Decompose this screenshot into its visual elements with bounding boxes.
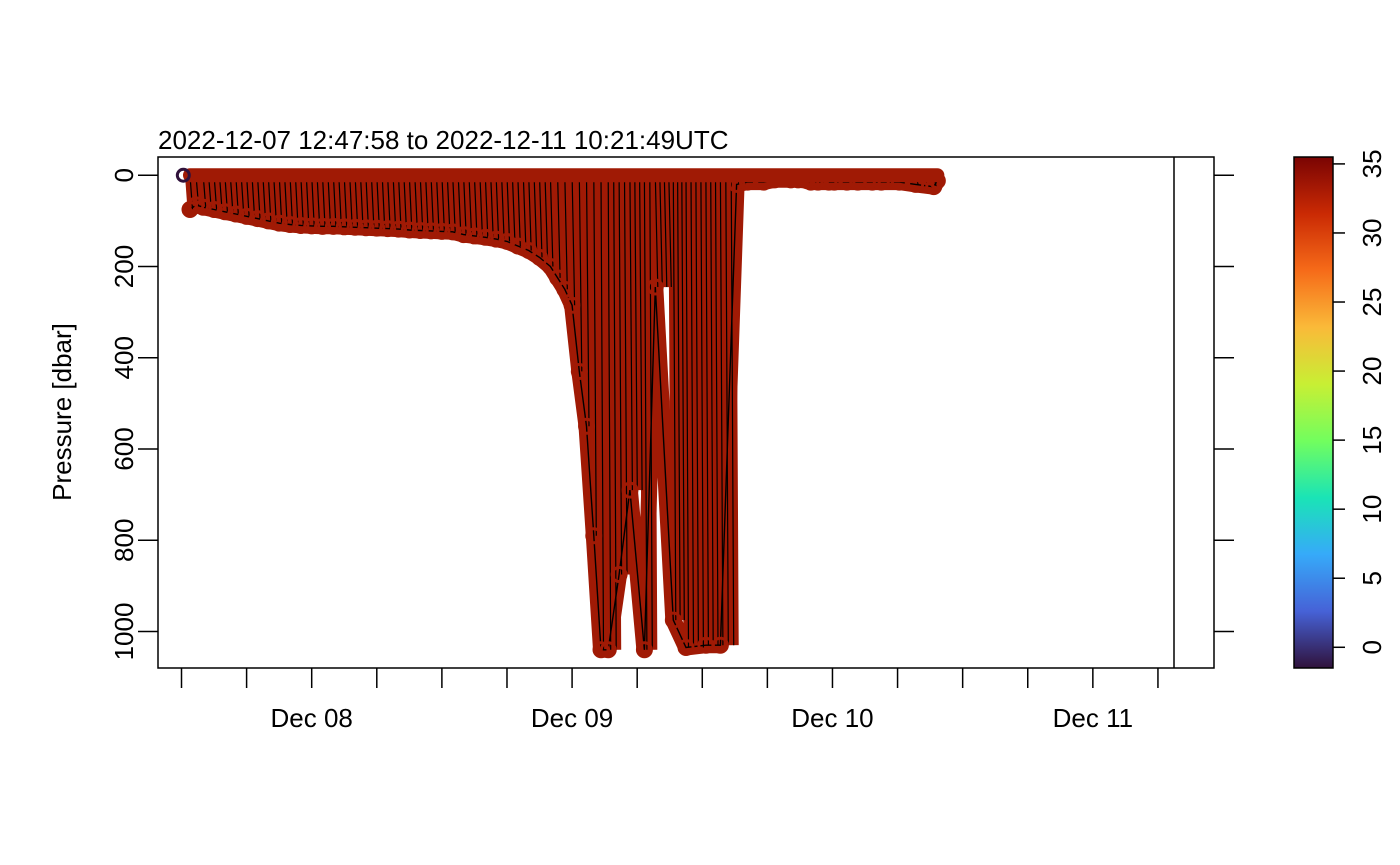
colorbar-tick-label: 0 — [1357, 640, 1387, 654]
data-point — [303, 217, 321, 235]
x-tick-label: Dec 08 — [271, 703, 353, 733]
data-point — [599, 641, 617, 659]
data-point — [585, 527, 603, 545]
y-tick-label: 0 — [109, 168, 139, 182]
data-point — [400, 221, 418, 239]
x-tick-label: Dec 10 — [791, 703, 873, 733]
data-point — [411, 221, 429, 239]
y-tick-label: 200 — [109, 245, 139, 288]
data-point — [563, 296, 581, 314]
data-point — [324, 217, 342, 235]
data-point — [621, 481, 639, 499]
colorbar-tick-label: 5 — [1357, 571, 1387, 585]
data-point — [531, 248, 549, 266]
data-point — [205, 200, 223, 218]
colorbar-tick-label: 30 — [1357, 218, 1387, 247]
y-tick-label: 1000 — [109, 603, 139, 661]
y-tick-label: 600 — [109, 427, 139, 470]
y-axis-label: Pressure [dbar] — [47, 323, 77, 501]
data-point — [379, 220, 397, 238]
data-point — [194, 198, 212, 216]
data-point — [635, 641, 653, 659]
data-point — [677, 638, 695, 656]
y-tick-label: 400 — [109, 336, 139, 379]
colorbar-tick-label: 10 — [1357, 495, 1387, 524]
x-tick-label: Dec 09 — [531, 703, 613, 733]
y-axis: 0 200 400 600 800 1000 — [109, 168, 158, 660]
data-point — [570, 362, 588, 380]
data-point — [610, 565, 628, 583]
x-axis: Dec 08 Dec 09 Dec 10 Dec 11 — [180, 668, 1159, 733]
first-data-point — [175, 167, 191, 183]
y-tick-label: 800 — [109, 519, 139, 562]
data-point — [314, 217, 332, 235]
data-point — [346, 218, 364, 236]
data-point — [227, 205, 245, 223]
y-axis-right — [1214, 174, 1234, 633]
data-point — [259, 212, 277, 230]
data-point — [422, 222, 440, 240]
data-point — [465, 227, 483, 245]
data-point — [238, 207, 256, 225]
data-point — [292, 216, 310, 234]
plot-frame — [157, 156, 1215, 669]
data-point — [476, 228, 494, 246]
data-point — [389, 220, 407, 238]
data-point — [646, 278, 664, 296]
data-layer — [175, 167, 946, 659]
colorbar: 0 5 10 15 20 25 30 35 — [1293, 149, 1387, 669]
data-point — [487, 230, 505, 248]
chart-title: 2022-12-07 12:47:58 to 2022-12-11 10:21:… — [158, 125, 729, 155]
data-point — [711, 636, 729, 654]
colorbar-tick-label: 20 — [1357, 357, 1387, 386]
colorbar-tick-label: 15 — [1357, 426, 1387, 455]
data-point — [270, 214, 288, 232]
data-point — [578, 417, 596, 435]
data-point — [433, 222, 451, 240]
colorbar-tick-label: 35 — [1357, 149, 1387, 178]
data-point — [455, 226, 473, 244]
data-point — [444, 223, 462, 241]
data-point — [664, 611, 682, 629]
data-point — [556, 280, 574, 298]
data-point — [281, 216, 299, 234]
data-point — [248, 210, 266, 228]
data-point — [592, 641, 610, 659]
plot-area — [157, 156, 1215, 669]
data-point — [216, 203, 234, 221]
data-point — [335, 218, 353, 236]
data-point — [187, 196, 205, 214]
colorbar-tick-label: 25 — [1357, 288, 1387, 317]
profile-fill — [185, 172, 942, 650]
colorbar-gradient — [1293, 156, 1334, 669]
data-point — [357, 219, 375, 237]
x-tick-label: Dec 11 — [1053, 703, 1133, 733]
data-point — [368, 219, 386, 237]
